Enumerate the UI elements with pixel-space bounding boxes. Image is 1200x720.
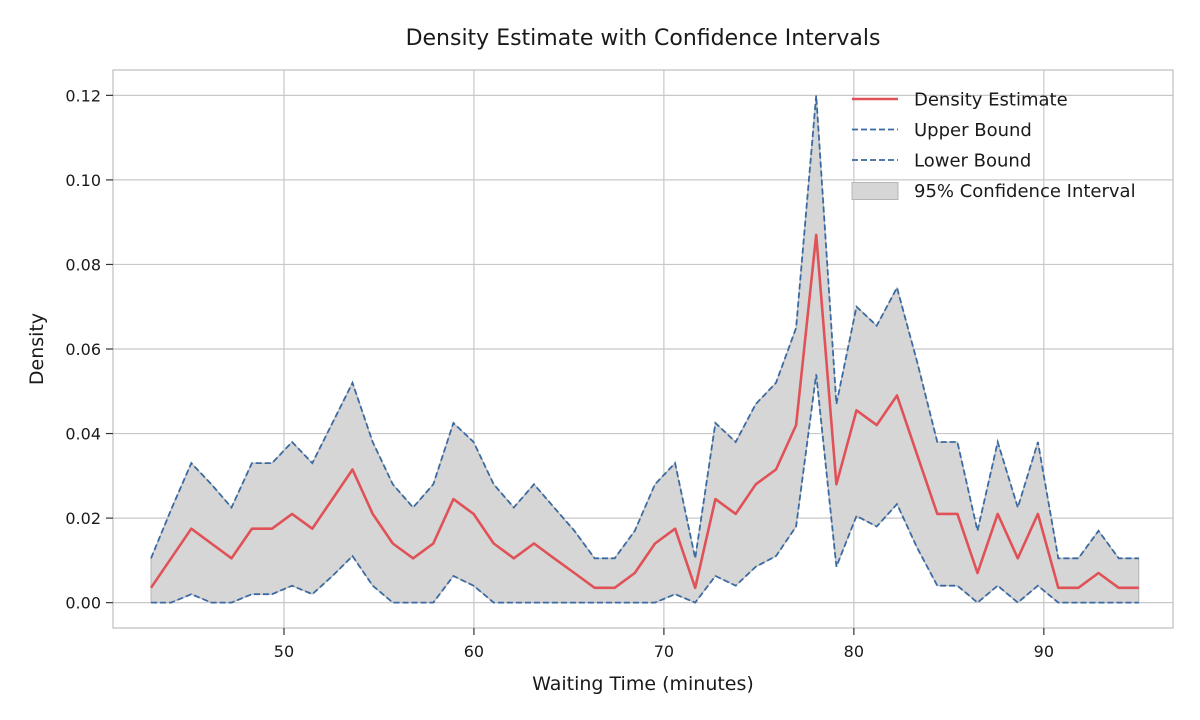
y-tick-label: 0.10 [65,171,101,190]
x-tick-label: 60 [464,642,484,661]
legend-item: Lower Bound [852,151,1031,172]
legend-item: Density Estimate [852,90,1068,111]
legend-item: 95% Confidence Interval [851,181,1136,202]
y-tick-label: 0.06 [65,340,101,359]
x-tick-label: 80 [844,642,864,661]
y-tick-label: 0.12 [65,86,101,105]
chart-title: Density Estimate with Confidence Interva… [406,26,881,51]
lower-bound-line [151,374,1139,604]
y-tick-label: 0.02 [65,509,101,528]
y-tick-label: 0.08 [65,255,101,274]
legend-label: Upper Bound [914,120,1032,141]
legend-swatch-band [851,182,899,200]
legend-label: 95% Confidence Interval [914,181,1136,202]
y-tick-label: 0.04 [65,425,101,444]
legend: Density Estimate Upper Bound Lower Bound 95… [851,90,1136,202]
x-axis: 50 60 70 80 90 [274,628,1054,661]
x-axis-label: Waiting Time (minutes) [532,673,754,695]
legend-label: Lower Bound [914,151,1031,172]
y-axis: 0.00 0.02 0.04 0.06 0.08 0.10 0.12 [65,86,113,613]
upper-bound-line [150,95,1139,560]
density-estimate-line [149,233,1139,590]
legend-item: Upper Bound [852,120,1032,141]
x-tick-label: 70 [654,642,674,661]
x-tick-label: 90 [1034,642,1054,661]
x-tick-label: 50 [274,642,294,661]
legend-label: Density Estimate [914,90,1068,111]
y-axis-label: Density [26,313,48,385]
y-tick-label: 0.00 [65,594,101,613]
series-layer [149,95,1139,604]
